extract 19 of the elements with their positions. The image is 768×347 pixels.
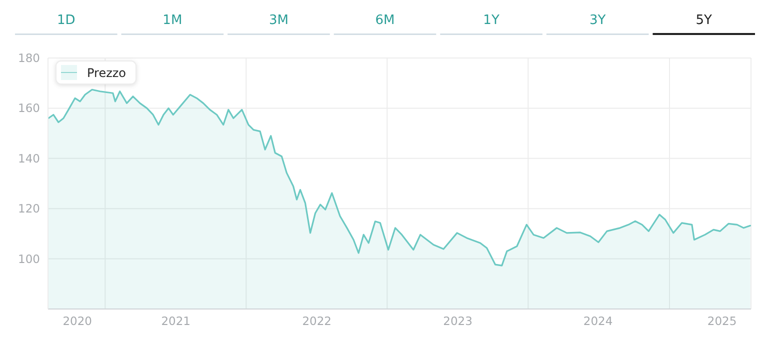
legend-label: Prezzo [87, 66, 126, 80]
text: 5Y [696, 13, 712, 28]
text: 1D [57, 13, 76, 28]
y-tick-label: 180 [18, 51, 40, 66]
x-tick-label: 2025 [707, 314, 737, 328]
x-tick-label: 2021 [161, 314, 190, 328]
x-tick-label: 2023 [443, 314, 472, 328]
x-tick-label: 2020 [62, 314, 92, 328]
text: 3Y [589, 13, 606, 28]
text: 3M [268, 13, 288, 28]
x-tick-label: 2024 [583, 314, 613, 328]
y-tick-label: 160 [18, 101, 40, 116]
y-tick-label: 120 [18, 202, 40, 216]
text: 6M [375, 13, 395, 28]
text: 1M [162, 13, 182, 28]
y-tick-label: 100 [18, 252, 40, 266]
x-tick-label: 2022 [302, 314, 332, 328]
text: 1Y [483, 13, 500, 28]
y-tick-label: 140 [18, 151, 40, 166]
